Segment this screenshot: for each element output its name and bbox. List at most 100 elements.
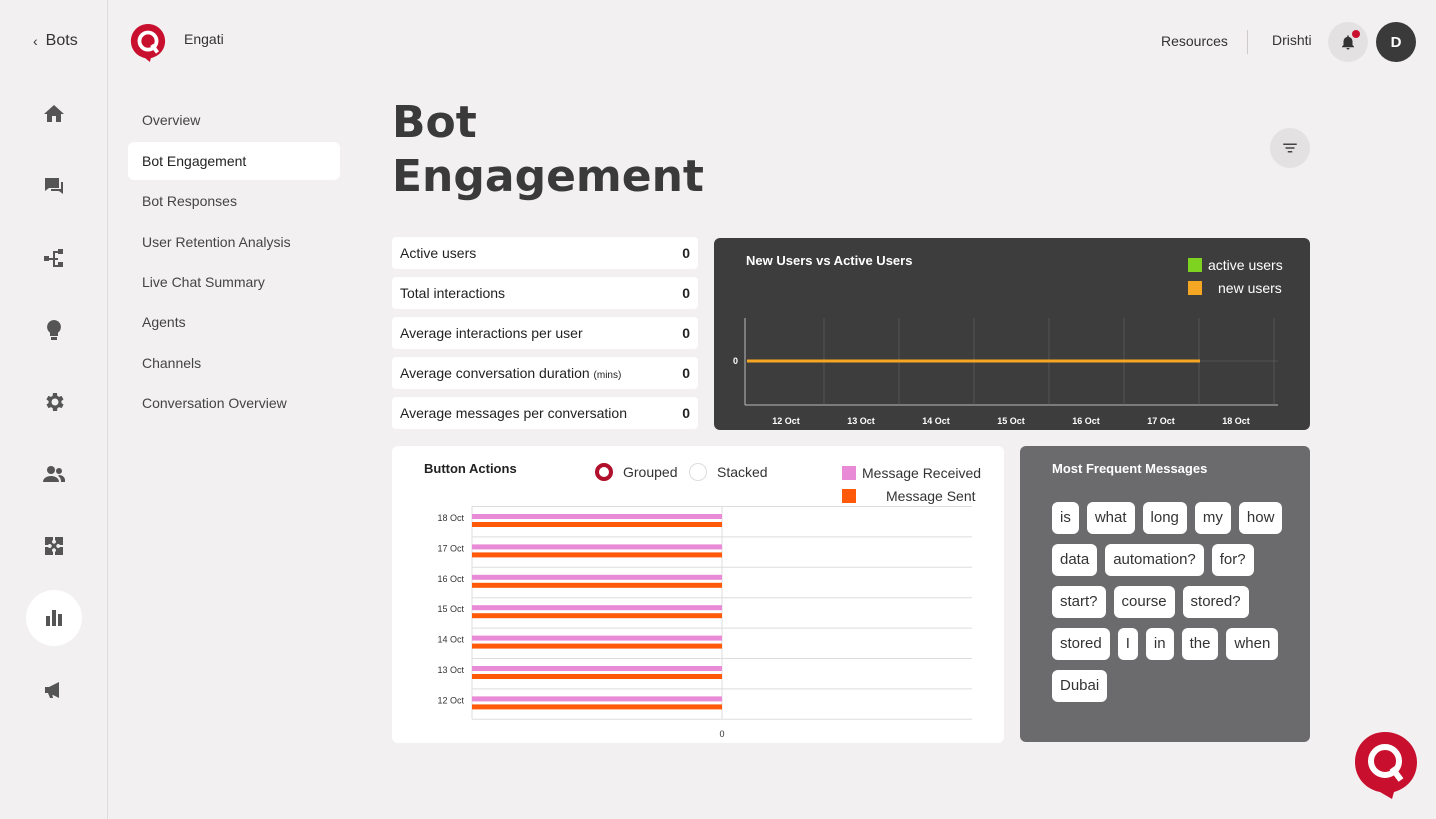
word-chip[interactable]: I: [1117, 628, 1138, 660]
bar-message-sent: [472, 613, 722, 619]
legend-new-users[interactable]: new users: [1188, 280, 1282, 296]
word-chip[interactable]: is: [1052, 502, 1079, 534]
user-avatar[interactable]: D: [1376, 22, 1416, 62]
stat-value: 0: [682, 245, 690, 261]
word-chip[interactable]: how: [1238, 502, 1283, 534]
word-chip[interactable]: for?: [1211, 544, 1254, 576]
bell-icon: [1342, 35, 1354, 50]
filter-button[interactable]: [1270, 128, 1310, 168]
radio-label: Grouped: [623, 464, 678, 480]
bar-message-sent: [472, 704, 722, 710]
back-to-bots-link[interactable]: ‹ Bots: [33, 32, 78, 50]
chevron-left-icon: ‹: [33, 33, 38, 49]
x-tick-label: 0: [719, 729, 724, 739]
word-chip[interactable]: the: [1181, 628, 1219, 660]
legend-label: Message Received: [862, 465, 982, 481]
users-line-chart: 12 Oct 13 Oct 14 Oct 15 Oct 16 Oct 17 Oct 18 O…: [733, 318, 1278, 426]
back-label: Bots: [45, 32, 78, 49]
page-title: Bot Engagement: [392, 96, 712, 204]
megaphone-icon[interactable]: [26, 662, 82, 718]
bar-message-received: [472, 544, 722, 550]
subnav-overview[interactable]: Overview: [142, 112, 201, 128]
subnav-bot-engagement[interactable]: Bot Engagement: [128, 142, 340, 180]
legend-swatch: [842, 489, 856, 503]
word-chip[interactable]: when: [1226, 628, 1279, 660]
y-tick-label: 12 Oct: [437, 695, 464, 705]
bar-message-received: [472, 605, 722, 611]
y-tick-label: 18 Oct: [437, 513, 464, 523]
legend-swatch: [1188, 258, 1202, 272]
stat-avg-interactions: Average interactions per user 0: [392, 317, 698, 349]
button-actions-bar-chart: 0 18 Oct 17 Oct 16 Oct 15 Oct 14 Oct 13 Oct 12 …: [437, 506, 972, 739]
stat-value: 0: [682, 285, 690, 301]
radio-indicator-on: [595, 463, 613, 481]
legend-swatch: [842, 466, 856, 480]
chat-widget-button[interactable]: [1352, 730, 1418, 800]
stat-label: Active users: [400, 245, 477, 261]
legend-swatch: [1188, 281, 1202, 295]
bar-message-received: [472, 514, 722, 519]
legend-message-sent[interactable]: Message Sent: [842, 488, 976, 504]
chat-icon[interactable]: [26, 158, 82, 214]
subnav-live-chat-summary[interactable]: Live Chat Summary: [142, 274, 265, 290]
users-icon[interactable]: [26, 446, 82, 502]
engati-logo: [130, 23, 166, 62]
word-chip[interactable]: what: [1086, 502, 1135, 534]
left-rail: ‹ Bots: [0, 0, 108, 819]
workspace-name[interactable]: Drishti: [1272, 32, 1312, 48]
button-actions-card: Button Actions Grouped Stacked Message R…: [392, 446, 1004, 743]
button-actions-title: Button Actions: [424, 461, 517, 476]
grouped-radio[interactable]: Grouped: [595, 463, 677, 481]
flow-icon[interactable]: [26, 230, 82, 286]
word-chip[interactable]: automation?: [1105, 544, 1204, 576]
word-chip[interactable]: data: [1052, 544, 1098, 576]
radio-label: Stacked: [717, 464, 768, 480]
word-chip[interactable]: Dubai: [1052, 670, 1108, 702]
resources-link[interactable]: Resources: [1161, 33, 1228, 49]
stat-avg-messages: Average messages per conversation 0: [392, 397, 698, 429]
filter-icon: [1283, 143, 1297, 153]
x-tick-label: 15 Oct: [997, 416, 1025, 426]
page-title-line2: Engagement: [392, 151, 704, 202]
word-chip[interactable]: in: [1145, 628, 1174, 660]
stat-label: Average messages per conversation: [400, 405, 627, 421]
subnav-user-retention[interactable]: User Retention Analysis: [142, 234, 291, 250]
page-title-line1: Bot: [392, 97, 477, 148]
stat-value: 0: [682, 405, 690, 421]
subnav-agents[interactable]: Agents: [142, 314, 186, 330]
legend-active-users[interactable]: active users: [1188, 257, 1283, 273]
word-chip[interactable]: course: [1113, 586, 1175, 618]
legend-message-received[interactable]: Message Received: [842, 465, 981, 481]
subnav-bot-responses[interactable]: Bot Responses: [142, 193, 237, 209]
home-icon[interactable]: [26, 86, 82, 142]
word-chip[interactable]: start?: [1052, 586, 1106, 618]
stacked-radio[interactable]: Stacked: [689, 463, 768, 481]
stat-avg-duration: Average conversation duration (mins) 0: [392, 357, 698, 389]
subnav-channels[interactable]: Channels: [142, 355, 202, 371]
stat-total-interactions: Total interactions 0: [392, 277, 698, 309]
stat-label: Total interactions: [400, 285, 506, 301]
analytics-icon[interactable]: [26, 590, 82, 646]
x-tick-label: 12 Oct: [772, 416, 800, 426]
word-chip[interactable]: long: [1142, 502, 1187, 534]
stat-active-users: Active users 0: [392, 237, 698, 269]
bar-message-sent: [472, 582, 722, 588]
notifications-button[interactable]: [1328, 22, 1368, 62]
subnav-conversation-overview[interactable]: Conversation Overview: [142, 395, 287, 411]
gear-icon[interactable]: [26, 374, 82, 430]
word-chip[interactable]: stored?: [1182, 586, 1249, 618]
bar-message-received: [472, 666, 722, 671]
bar-message-received: [472, 574, 722, 580]
word-chip[interactable]: stored: [1052, 628, 1110, 660]
word-chip[interactable]: my: [1194, 502, 1231, 534]
stat-label: Average interactions per user: [400, 325, 583, 341]
notification-dot: [1352, 30, 1360, 38]
stat-value: 0: [682, 325, 690, 341]
x-tick-label: 16 Oct: [1072, 416, 1100, 426]
bulb-icon[interactable]: [26, 302, 82, 358]
legend-label: new users: [1218, 280, 1282, 296]
bar-message-received: [472, 635, 722, 641]
x-tick-label: 17 Oct: [1147, 416, 1175, 426]
puzzle-icon[interactable]: [26, 518, 82, 574]
frequent-messages-title: Most Frequent Messages: [1052, 461, 1208, 476]
